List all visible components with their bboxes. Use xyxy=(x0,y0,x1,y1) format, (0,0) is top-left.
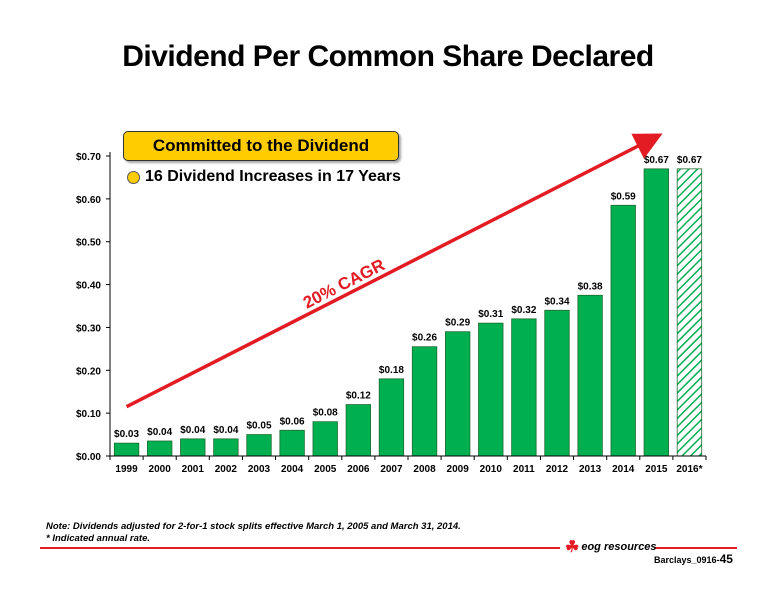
data-label: $0.38 xyxy=(578,281,603,292)
data-label: $0.12 xyxy=(346,391,371,402)
data-label: $0.31 xyxy=(478,309,503,320)
y-tick-label: $0.40 xyxy=(76,281,101,292)
bar-2002 xyxy=(213,438,239,457)
bar-2013 xyxy=(577,294,603,457)
data-label: $0.67 xyxy=(677,155,702,166)
x-tick-label: 2014 xyxy=(612,464,635,475)
indicated-rate-note: * Indicated annual rate. xyxy=(46,533,150,544)
cagr-arrow xyxy=(125,133,663,409)
footer-divider xyxy=(40,547,560,549)
x-tick-label: 2009 xyxy=(447,464,470,475)
chart-title: Dividend Per Common Share Declared xyxy=(122,40,654,73)
x-tick-label: 2013 xyxy=(579,464,602,475)
data-label: $0.59 xyxy=(611,191,636,202)
footer-divider-right xyxy=(655,547,737,549)
page-number: 45 xyxy=(719,552,733,566)
footnotes: Note: Dividends adjusted for 2-for-1 sto… xyxy=(46,521,461,545)
y-tick-label: $0.50 xyxy=(76,238,101,249)
y-tick-label: $0.60 xyxy=(76,195,101,206)
bar-1999 xyxy=(113,442,140,457)
x-tick-label: 2005 xyxy=(314,464,337,475)
x-tick-label: 2003 xyxy=(248,464,271,475)
flame-icon: ☘ xyxy=(565,539,580,556)
increases-text: 16 Dividend Increases in 17 Years xyxy=(145,168,401,185)
y-tick-label: $0.00 xyxy=(76,452,101,463)
bullet-dot-icon xyxy=(127,170,140,184)
bar-2007 xyxy=(378,378,405,457)
data-label: $0.26 xyxy=(412,333,437,344)
y-tick-label: $0.20 xyxy=(76,366,101,377)
logo-text: eog resources xyxy=(581,541,657,553)
data-labels: $0.03 $0.04 $0.04 $0.04 $0.05 $0.06 $0.08 $0.12… xyxy=(114,155,702,440)
data-label: $0.29 xyxy=(445,318,470,329)
bar-2011 xyxy=(511,318,537,457)
company-logo: ☘ eog resources xyxy=(565,537,657,557)
y-tick-label: $0.30 xyxy=(76,323,101,334)
x-tick-label: 2008 xyxy=(413,464,436,475)
x-tick-label: 2010 xyxy=(480,464,503,475)
bar-2010 xyxy=(478,322,504,457)
x-tick-label: 2004 xyxy=(281,464,304,475)
cagr-label: 20% CAGR xyxy=(300,255,388,312)
bar-2004 xyxy=(279,429,305,457)
bar-2015 xyxy=(643,168,669,457)
data-label: $0.18 xyxy=(379,365,404,376)
data-label: $0.06 xyxy=(280,416,305,427)
bars xyxy=(113,168,703,457)
bar-2014 xyxy=(610,204,636,457)
bar-2009 xyxy=(445,331,471,457)
x-tick-label: 2001 xyxy=(182,464,205,475)
page-reference: Barclays_0916-45 xyxy=(654,552,733,566)
bar-2006 xyxy=(345,404,371,457)
x-tick-label: 2016* xyxy=(676,464,702,475)
data-label: $0.67 xyxy=(644,155,669,166)
data-label: $0.03 xyxy=(114,429,139,440)
x-tick-label: 2011 xyxy=(513,464,535,475)
bar-2003 xyxy=(246,434,272,457)
bar-2008 xyxy=(411,346,438,457)
x-tick-label: 1999 xyxy=(115,464,138,475)
bar-2012 xyxy=(544,309,570,457)
data-label: $0.04 xyxy=(213,425,238,436)
data-label: $0.34 xyxy=(544,296,569,307)
bar-2016* xyxy=(676,168,703,457)
data-label: $0.04 xyxy=(147,427,172,438)
y-axis-gridlines xyxy=(106,155,110,457)
data-label: $0.05 xyxy=(246,421,271,432)
committed-callout: Committed to the Dividend xyxy=(123,131,399,161)
ref-prefix: Barclays_0916- xyxy=(654,555,720,565)
x-tick-label: 2006 xyxy=(347,464,370,475)
increases-bullet: 16 Dividend Increases in 17 Years xyxy=(127,167,401,187)
x-tick-label: 2015 xyxy=(645,464,668,475)
split-note: Note: Dividends adjusted for 2-for-1 sto… xyxy=(46,521,461,532)
bar-2001 xyxy=(180,438,206,457)
data-label: $0.32 xyxy=(511,305,536,316)
y-tick-labels: $0.00 $0.10 $0.20 $0.30 $0.40 $0.50 $0.60 $0.70 xyxy=(76,152,101,463)
data-label: $0.04 xyxy=(180,425,205,436)
x-tick-label: 2000 xyxy=(149,464,172,475)
x-tick-label: 2012 xyxy=(546,464,569,475)
bar-2005 xyxy=(312,421,338,457)
y-tick-label: $0.70 xyxy=(76,152,101,163)
data-label: $0.08 xyxy=(313,408,338,419)
x-tick-labels: 1999 2000 2001 2002 2003 2004 2005 2006 2007 2008… xyxy=(109,456,707,475)
y-tick-label: $0.10 xyxy=(76,409,101,420)
x-tick-label: 2007 xyxy=(380,464,403,475)
x-tick-label: 2002 xyxy=(215,464,238,475)
bar-2000 xyxy=(147,440,173,457)
